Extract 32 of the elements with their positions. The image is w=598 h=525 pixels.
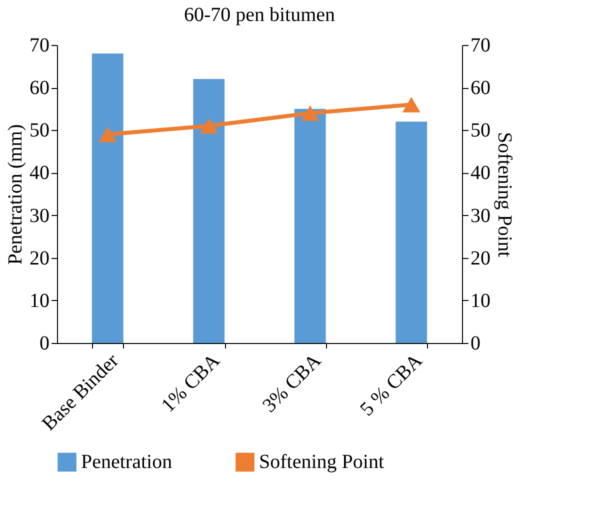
point: [301, 105, 320, 121]
bar: [294, 108, 326, 343]
y2-tick-label: 30: [470, 204, 490, 227]
y-tick-label: 40: [30, 162, 50, 184]
y-tick-label: 20: [30, 247, 50, 270]
x-tick-label: 1% CBA: [157, 349, 225, 417]
y-tick-label: 30: [30, 204, 50, 227]
bar: [396, 122, 428, 343]
y-tick-label: 10: [30, 290, 50, 312]
legend-label: Penetration: [81, 451, 172, 474]
x-tick-label: 3% CBA: [258, 349, 326, 417]
y2-tick-label: 40: [470, 162, 490, 184]
y2-tick-label: 60: [470, 77, 490, 100]
y-axis-title: Penetration (mm): [4, 124, 26, 265]
y-tick-label: 50: [30, 120, 50, 142]
point: [200, 118, 218, 134]
y2-tick-label: 10: [470, 290, 490, 312]
legend-label: Softening Point: [259, 451, 384, 474]
y-tick-label: 60: [30, 77, 50, 100]
y2-tick-label: 50: [470, 120, 490, 142]
x-tick-label: 5 % CBA: [356, 349, 428, 420]
y-tick-label: 70: [30, 34, 50, 56]
chart-title: 60-70 pen bitumen: [184, 4, 336, 26]
point: [402, 96, 420, 112]
bar: [193, 79, 225, 343]
y2-axis-title: Softening Point: [494, 132, 516, 258]
bar: [92, 54, 124, 343]
y2-tick-label: 0: [470, 332, 480, 354]
y2-tick-label: 70: [470, 34, 490, 56]
y2-tick-label: 20: [470, 247, 490, 270]
point: [98, 126, 117, 142]
y-tick-label: 0: [40, 332, 50, 354]
